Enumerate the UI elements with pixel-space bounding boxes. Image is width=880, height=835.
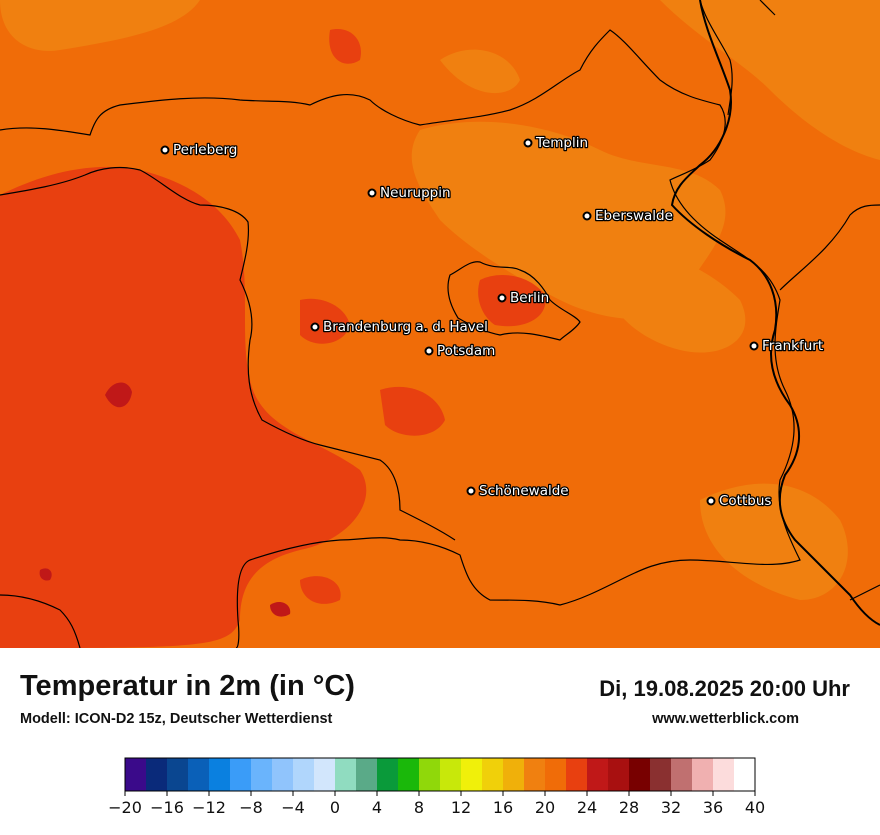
colorbar-tick-label: 0 xyxy=(330,798,340,817)
colorbar-tick-label: 20 xyxy=(535,798,555,817)
city-dot xyxy=(424,346,434,356)
colorbar-tick-label: 4 xyxy=(372,798,382,817)
colorbar-cell xyxy=(398,758,420,791)
city-dot xyxy=(497,293,507,303)
city-perleberg: Perleberg xyxy=(160,141,239,159)
colorbar-cell xyxy=(251,758,273,791)
colorbar-cell xyxy=(461,758,483,791)
colorbar-cell xyxy=(713,758,735,791)
colorbar-cell xyxy=(419,758,441,791)
colorbar-tick-label: −4 xyxy=(281,798,305,817)
colorbar-cell xyxy=(146,758,168,791)
colorbar-legend: −20 −16 −12 −8 −4 0 4 8 12 16 20 24 28 32 36 40 xyxy=(0,750,880,830)
map-title: Temperatur in 2m (in °C) xyxy=(20,670,355,702)
colorbar-cell xyxy=(188,758,210,791)
city-potsdam: Potsdam xyxy=(424,342,497,360)
colorbar-tick-label: 16 xyxy=(493,798,513,817)
website-link[interactable]: www.wetterblick.com xyxy=(652,711,799,727)
model-source: Modell: ICON-D2 15z, Deutscher Wetterdie… xyxy=(20,711,333,727)
city-eberswalde: Eberswalde xyxy=(582,207,674,225)
colorbar-cell xyxy=(440,758,462,791)
city-label: Brandenburg a. d. Havel xyxy=(323,319,488,335)
city-templin: Templin xyxy=(523,134,589,152)
temperature-zone-24-26 xyxy=(0,29,546,648)
city-label: Templin xyxy=(535,135,588,151)
colorbar-frame xyxy=(124,757,756,792)
colorbar-tick-label: −20 xyxy=(108,798,142,817)
colorbar-ticks: −20 −16 −12 −8 −4 0 4 8 12 16 20 24 28 32 36 40 xyxy=(108,791,765,817)
colorbar-cell xyxy=(314,758,336,791)
city-berlin: Berlin xyxy=(497,289,550,307)
city-label: Perleberg xyxy=(173,142,237,158)
temperature-zone-26-28 xyxy=(39,382,291,617)
colorbar-cell xyxy=(335,758,357,791)
colorbar-svg: −20 −16 −12 −8 −4 0 4 8 12 16 20 24 28 32 36 40 xyxy=(108,757,765,817)
colorbar-tick-label: 40 xyxy=(745,798,765,817)
colorbar-tick-label: 8 xyxy=(414,798,424,817)
city-dot xyxy=(310,322,320,332)
colorbar-cell xyxy=(125,758,147,791)
colorbar-tick-label: 28 xyxy=(619,798,639,817)
colorbar-cell xyxy=(629,758,651,791)
colorbar-tick-label: −16 xyxy=(150,798,184,817)
colorbar-cell xyxy=(209,758,231,791)
city-schönewalde: Schönewalde xyxy=(466,482,570,500)
city-label: Schönewalde xyxy=(479,483,569,499)
colorbar-cell xyxy=(503,758,525,791)
colorbar-cell xyxy=(167,758,189,791)
city-dot xyxy=(523,138,533,148)
national-border xyxy=(670,0,880,626)
city-dot xyxy=(706,496,716,506)
map-canvas: Perleberg Templin Neuruppin Eberswalde Berli… xyxy=(0,0,880,648)
city-dot xyxy=(367,188,377,198)
city-dot xyxy=(466,486,476,496)
city-dot xyxy=(582,211,592,221)
temperature-map: Perleberg Templin Neuruppin Eberswalde Berli… xyxy=(0,0,880,648)
colorbar-tick-label: −12 xyxy=(192,798,226,817)
colorbar-cell xyxy=(272,758,294,791)
city-markers: Perleberg Templin Neuruppin Eberswalde Berli… xyxy=(160,134,824,510)
city-dot xyxy=(749,341,759,351)
colorbar-cell xyxy=(293,758,315,791)
colorbar-tick-label: 12 xyxy=(451,798,471,817)
city-label: Eberswalde xyxy=(595,208,673,224)
colorbar-cell xyxy=(230,758,252,791)
city-frankfurt: Frankfurt xyxy=(749,337,824,355)
forecast-datetime: Di, 19.08.2025 20:00 Uhr xyxy=(599,676,850,701)
city-label: Berlin xyxy=(510,290,549,306)
colorbar-cells xyxy=(125,758,756,791)
city-neuruppin: Neuruppin xyxy=(367,184,452,202)
city-brandenburg-a-d-havel: Brandenburg a. d. Havel xyxy=(310,318,489,336)
city-dot xyxy=(160,145,170,155)
city-cottbus: Cottbus xyxy=(706,492,773,510)
colorbar-tick-label: 36 xyxy=(703,798,723,817)
city-label: Potsdam xyxy=(437,343,495,359)
colorbar-cell xyxy=(356,758,378,791)
colorbar-cell xyxy=(734,758,756,791)
city-label: Cottbus xyxy=(719,493,771,509)
colorbar-tick-label: 32 xyxy=(661,798,681,817)
colorbar-cell xyxy=(524,758,546,791)
colorbar-cell xyxy=(608,758,630,791)
colorbar-cell xyxy=(566,758,588,791)
colorbar-tick-label: 24 xyxy=(577,798,597,817)
colorbar-cell xyxy=(692,758,714,791)
colorbar-cell xyxy=(545,758,567,791)
colorbar-cell xyxy=(587,758,609,791)
city-label: Frankfurt xyxy=(762,338,823,354)
colorbar-cell xyxy=(671,758,693,791)
colorbar-tick-label: −8 xyxy=(239,798,263,817)
colorbar-cell xyxy=(377,758,399,791)
city-label: Neuruppin xyxy=(380,185,451,201)
colorbar-cell xyxy=(482,758,504,791)
colorbar-cell xyxy=(650,758,672,791)
